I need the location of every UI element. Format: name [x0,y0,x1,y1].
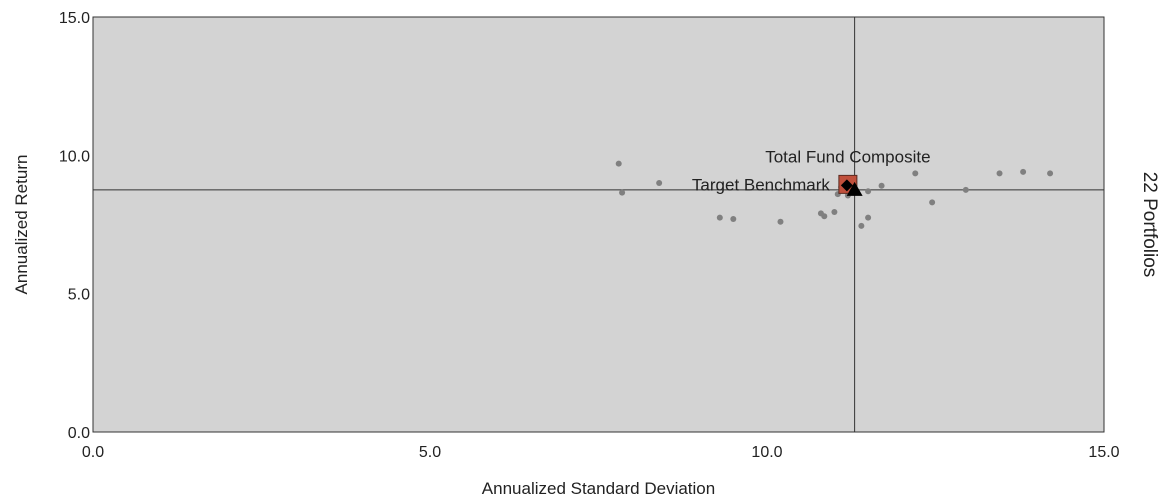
x-tick-label: 15.0 [1088,444,1119,461]
y-tick-label: 5.0 [68,287,90,304]
portfolio-point [831,209,838,216]
x-tick-label: 0.0 [82,444,104,461]
composite-diamond-marker [840,179,853,192]
portfolio-point [962,186,969,193]
y-tick-label: 0.0 [68,425,90,442]
benchmark-marker [846,181,863,196]
x-tick-label: 10.0 [751,444,782,461]
benchmark-label: Target Benchmark [692,175,830,194]
portfolio-point [656,180,663,186]
portfolio-point [912,170,919,177]
portfolio-point [716,214,723,221]
portfolio-point [777,218,784,225]
portfolio-point [878,182,885,189]
portfolio-point [619,189,626,196]
y-tick-label: 10.0 [59,148,90,165]
portfolio-point [858,222,865,229]
x-tick-label: 5.0 [419,444,441,461]
portfolio-point [865,188,872,195]
portfolio-point [821,213,828,220]
composite-label: Total Fund Composite [765,147,930,166]
portfolio-point [1047,170,1054,177]
y-tick-label: 15.0 [59,10,90,27]
portfolio-point [996,170,1003,177]
portfolio-point [1020,168,1027,175]
plot-area [92,16,1105,433]
portfolio-point [865,214,872,221]
portfolio-count-label: 22 Portfolios [1139,172,1160,278]
y-axis-title: Annualized Return [12,155,31,295]
portfolio-point [615,160,622,167]
portfolio-point [929,199,936,206]
portfolio-point [730,215,737,222]
x-axis-title: Annualized Standard Deviation [482,479,715,498]
